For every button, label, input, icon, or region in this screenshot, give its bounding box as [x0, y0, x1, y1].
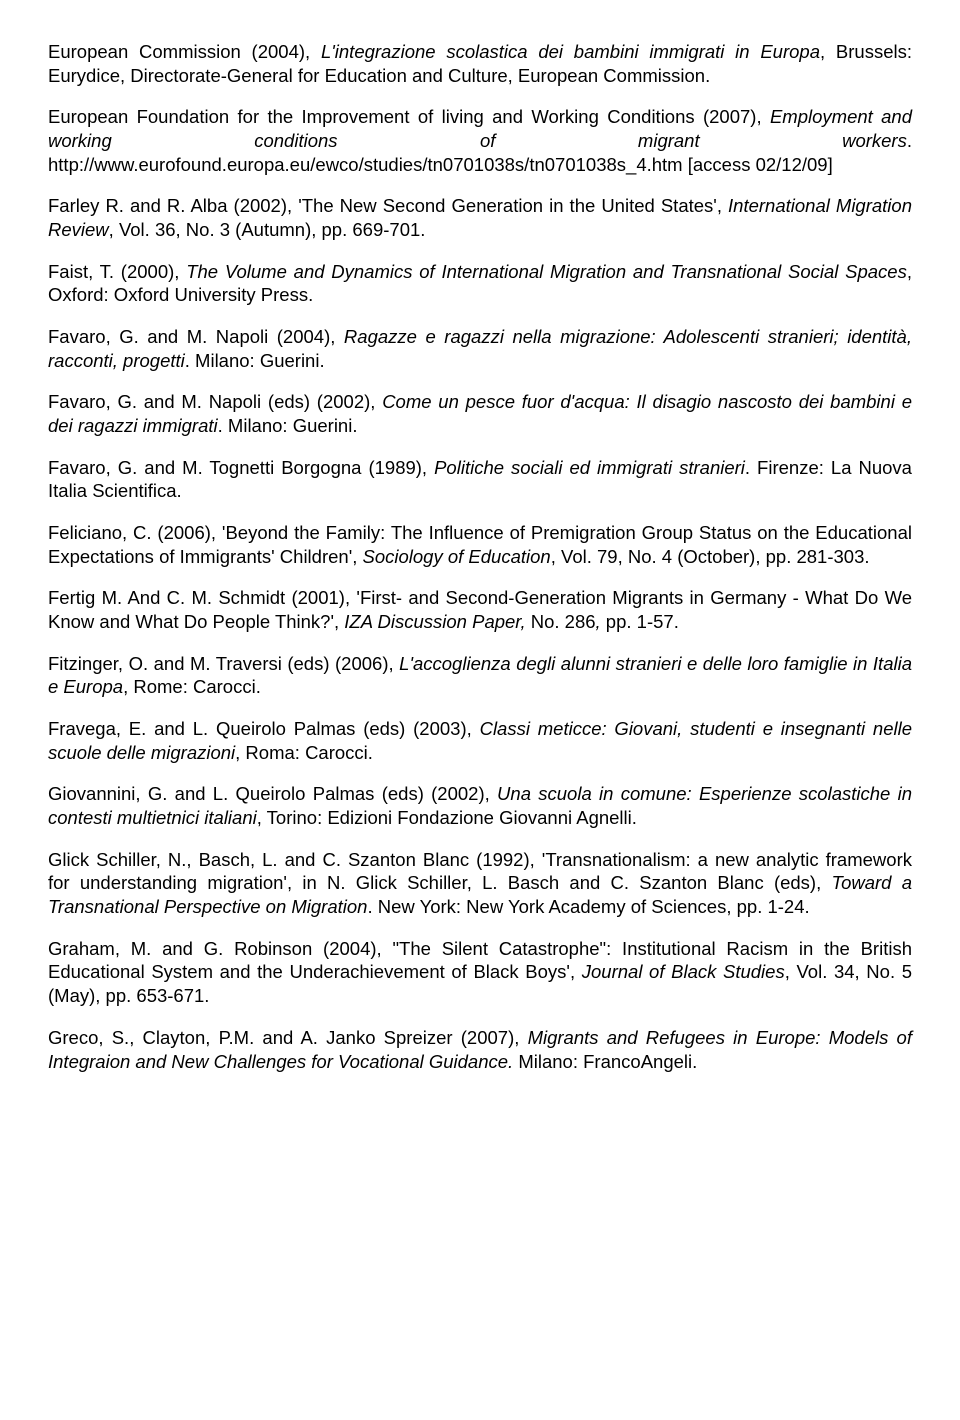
reference-item: European Foundation for the Improvement …: [48, 105, 912, 176]
reference-item: European Commission (2004), L'integrazio…: [48, 40, 912, 87]
reference-item: Glick Schiller, N., Basch, L. and C. Sza…: [48, 848, 912, 919]
reference-item: Feliciano, C. (2006), 'Beyond the Family…: [48, 521, 912, 568]
reference-item: Favaro, G. and M. Napoli (eds) (2002), C…: [48, 390, 912, 437]
reference-item: Farley R. and R. Alba (2002), 'The New S…: [48, 194, 912, 241]
reference-item: Graham, M. and G. Robinson (2004), "The …: [48, 937, 912, 1008]
reference-item: Fravega, E. and L. Queirolo Palmas (eds)…: [48, 717, 912, 764]
reference-item: Fitzinger, O. and M. Traversi (eds) (200…: [48, 652, 912, 699]
reference-item: Fertig M. And C. M. Schmidt (2001), 'Fir…: [48, 586, 912, 633]
reference-item: Favaro, G. and M. Tognetti Borgogna (198…: [48, 456, 912, 503]
reference-item: Greco, S., Clayton, P.M. and A. Janko Sp…: [48, 1026, 912, 1073]
reference-item: Faist, T. (2000), The Volume and Dynamic…: [48, 260, 912, 307]
reference-item: Favaro, G. and M. Napoli (2004), Ragazze…: [48, 325, 912, 372]
reference-item: Giovannini, G. and L. Queirolo Palmas (e…: [48, 782, 912, 829]
